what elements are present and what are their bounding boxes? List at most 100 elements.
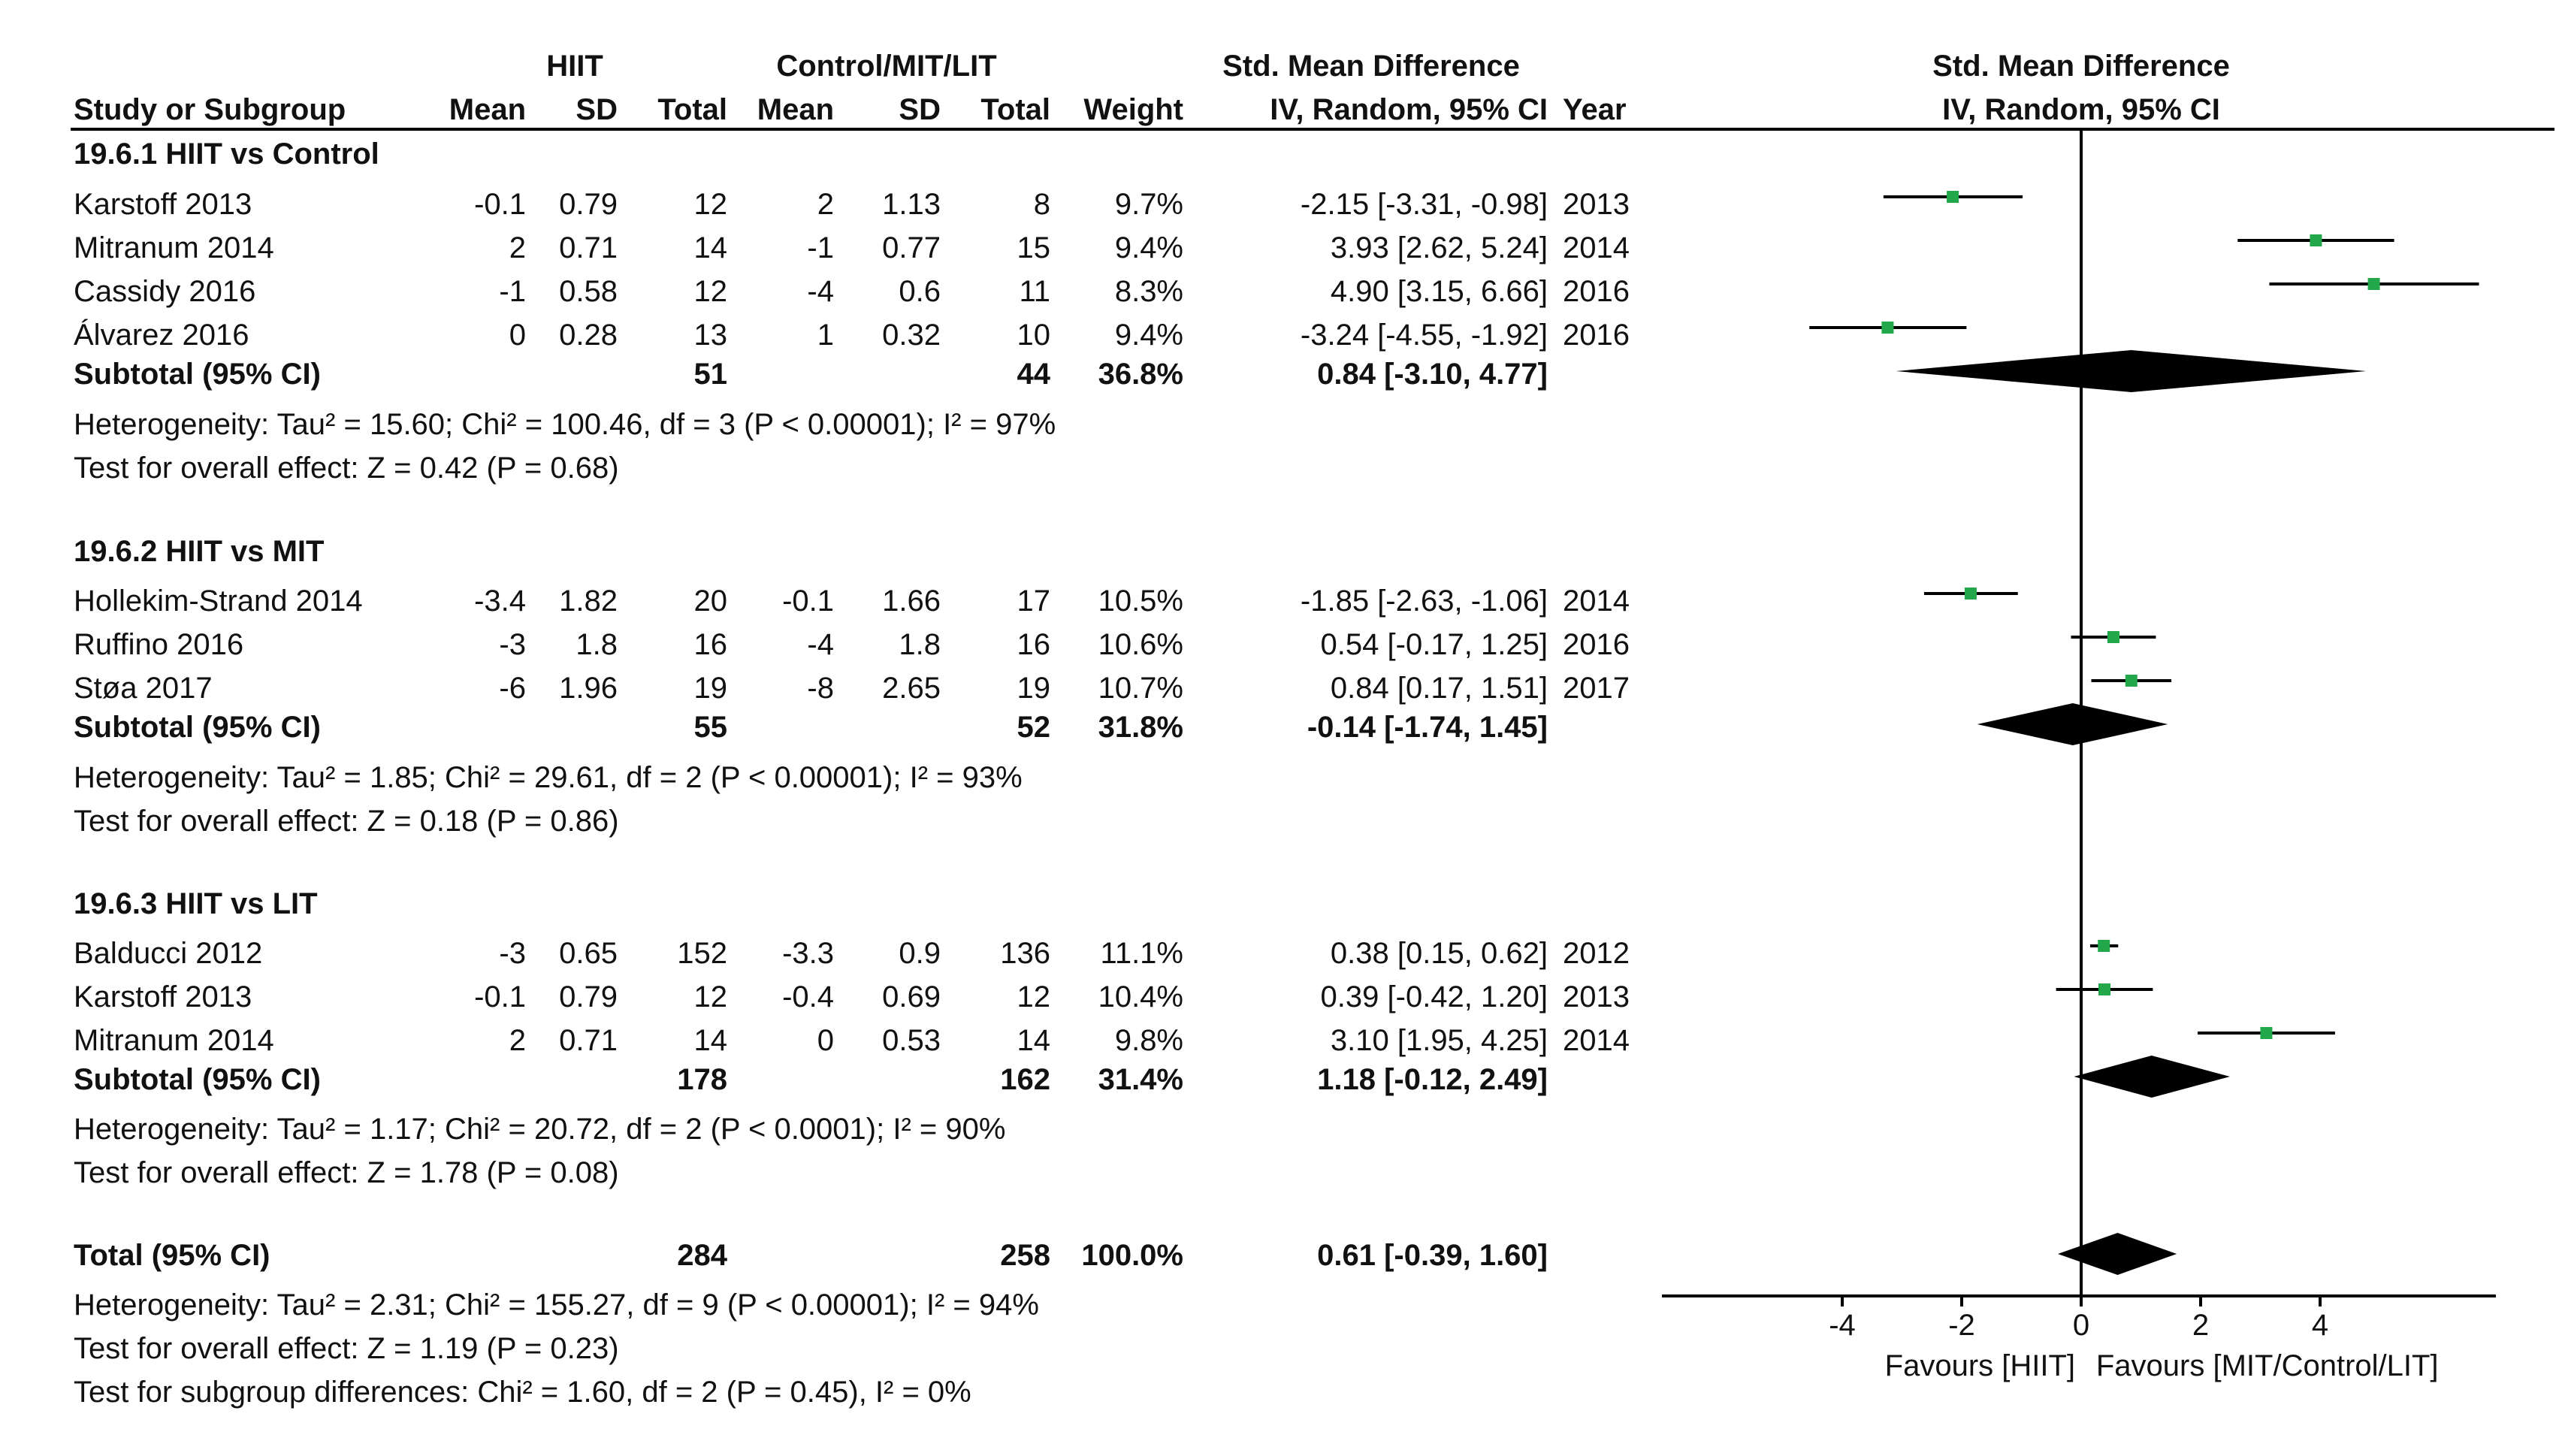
subtotal-total-control: 162	[1000, 1063, 1050, 1096]
cell-mean-hiit: -0.1	[474, 980, 526, 1013]
cell-sd-hiit: 0.71	[559, 1024, 618, 1057]
col-weight: Weight	[1083, 93, 1183, 126]
cell-mean-control: -4	[807, 628, 834, 661]
cell-total-control: 15	[1017, 231, 1051, 264]
study-name: Karstoff 2013	[74, 980, 252, 1013]
cell-year: 2016	[1563, 275, 1630, 308]
cell-total-hiit: 152	[677, 937, 727, 970]
cell-year: 2017	[1563, 672, 1630, 705]
cell-ci: 4.90 [3.15, 6.66]	[1330, 275, 1548, 308]
cell-mean-hiit: -6	[499, 672, 526, 705]
favours-hiit-label: Favours [HIIT]	[1885, 1349, 2075, 1382]
total-label: Total (95% CI)	[74, 1239, 270, 1272]
cell-total-control: 12	[1017, 980, 1051, 1013]
overall-effect-text: Test for overall effect: Z = 0.18 (P = 0…	[74, 805, 619, 838]
subtotal-ci: -0.14 [-1.74, 1.45]	[1307, 711, 1548, 744]
cell-mean-hiit: 2	[509, 1024, 526, 1057]
cell-mean-control: 0	[817, 1024, 834, 1057]
cell-year: 2016	[1563, 628, 1630, 661]
cell-sd-hiit: 0.58	[559, 275, 618, 308]
favours-control-label: Favours [MIT/Control/LIT]	[2096, 1349, 2439, 1382]
group-title: 19.6.2 HIIT vs MIT	[74, 535, 325, 568]
cell-year: 2013	[1563, 188, 1630, 221]
total-overall-effect-text: Test for overall effect: Z = 1.19 (P = 0…	[74, 1332, 619, 1365]
cell-mean-hiit: -3	[499, 937, 526, 970]
header-smd: Std. Mean Difference	[1222, 50, 1520, 83]
cell-weight: 10.5%	[1098, 585, 1183, 618]
cell-weight: 9.8%	[1114, 1024, 1183, 1057]
cell-year: 2014	[1563, 585, 1630, 618]
study-point-estimate	[2367, 278, 2380, 290]
heterogeneity-text: Heterogeneity: Tau² = 1.85; Chi² = 29.61…	[74, 761, 1023, 794]
plot-subtitle: IV, Random, 95% CI	[1942, 93, 2220, 126]
study-name: Støa 2017	[74, 672, 213, 705]
study-name: Ruffino 2016	[74, 628, 244, 661]
cell-mean-hiit: 0	[509, 319, 526, 352]
x-tick-label: -2	[1948, 1309, 1975, 1342]
cell-total-hiit: 12	[693, 980, 728, 1013]
cell-sd-hiit: 1.96	[559, 672, 618, 705]
subtotal-ci: 1.18 [-0.12, 2.49]	[1317, 1063, 1548, 1096]
heterogeneity-text: Heterogeneity: Tau² = 1.17; Chi² = 20.72…	[74, 1113, 1006, 1146]
cell-sd-control: 0.53	[882, 1024, 941, 1057]
cell-total-control: 16	[1017, 628, 1051, 661]
cell-sd-control: 1.13	[882, 188, 941, 221]
cell-sd-control: 0.6	[899, 275, 941, 308]
cell-weight: 9.4%	[1114, 231, 1183, 264]
cell-total-hiit: 14	[693, 1024, 728, 1057]
study-name: Mitranum 2014	[74, 1024, 274, 1057]
x-tick-label: 4	[2312, 1309, 2328, 1342]
cell-total-control: 10	[1017, 319, 1051, 352]
subtotal-weight: 36.8%	[1098, 358, 1183, 391]
cell-sd-hiit: 1.8	[576, 628, 618, 661]
study-point-estimate	[2310, 234, 2322, 246]
x-tick-label: -4	[1829, 1309, 1856, 1342]
cell-ci: 0.54 [-0.17, 1.25]	[1320, 628, 1548, 661]
col-total-control: Total	[980, 93, 1050, 126]
subtotal-label: Subtotal (95% CI)	[74, 1063, 321, 1096]
overall-effect-text: Test for overall effect: Z = 1.78 (P = 0…	[74, 1156, 619, 1189]
cell-sd-hiit: 0.28	[559, 319, 618, 352]
header-control: Control/MIT/LIT	[776, 50, 997, 83]
subtotal-ci: 0.84 [-3.10, 4.77]	[1317, 358, 1548, 391]
cell-mean-hiit: -1	[499, 275, 526, 308]
cell-ci: 0.39 [-0.42, 1.20]	[1320, 980, 1548, 1013]
cell-sd-hiit: 1.82	[559, 585, 618, 618]
study-name: Karstoff 2013	[74, 188, 252, 221]
cell-sd-hiit: 0.65	[559, 937, 618, 970]
cell-total-hiit: 20	[693, 585, 728, 618]
col-mean-control: Mean	[757, 93, 834, 126]
total-weight: 100.0%	[1081, 1239, 1183, 1272]
group-title: 19.6.1 HIIT vs Control	[74, 137, 379, 171]
cell-total-hiit: 19	[693, 672, 728, 705]
subtotal-total-hiit: 178	[677, 1063, 727, 1096]
study-point-estimate	[1947, 191, 1959, 203]
study-name: Álvarez 2016	[74, 319, 249, 352]
cell-mean-control: -0.1	[782, 585, 834, 618]
cell-sd-control: 2.65	[882, 672, 941, 705]
heterogeneity-text: Heterogeneity: Tau² = 15.60; Chi² = 100.…	[74, 408, 1056, 441]
plot-title: Std. Mean Difference	[1932, 50, 2230, 83]
study-name: Balducci 2012	[74, 937, 263, 970]
subtotal-total-control: 44	[1017, 358, 1051, 391]
col-year: Year	[1563, 93, 1627, 126]
cell-sd-hiit: 0.71	[559, 231, 618, 264]
study-name: Hollekim-Strand 2014	[74, 585, 363, 618]
subtotal-weight: 31.8%	[1098, 711, 1183, 744]
cell-mean-control: -1	[807, 231, 834, 264]
cell-mean-control: 1	[817, 319, 834, 352]
cell-total-control: 11	[1019, 275, 1050, 308]
cell-total-control: 14	[1017, 1024, 1051, 1057]
cell-weight: 10.6%	[1098, 628, 1183, 661]
study-name: Mitranum 2014	[74, 231, 274, 264]
study-name: Cassidy 2016	[74, 275, 256, 308]
cell-ci: 0.84 [0.17, 1.51]	[1330, 672, 1548, 705]
subtotal-diamond	[1977, 703, 2168, 745]
cell-sd-hiit: 0.79	[559, 188, 618, 221]
cell-ci: 3.93 [2.62, 5.24]	[1330, 231, 1548, 264]
col-mean-hiit: Mean	[449, 93, 526, 126]
cell-mean-control: -0.4	[782, 980, 834, 1013]
subtotal-total-hiit: 55	[693, 711, 728, 744]
